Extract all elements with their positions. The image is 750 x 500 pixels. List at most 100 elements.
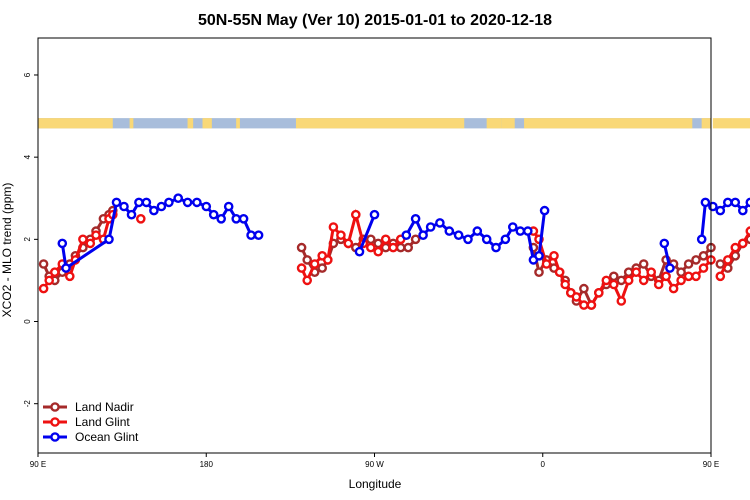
data-point xyxy=(481,234,492,245)
data-point xyxy=(616,296,627,306)
data-point xyxy=(698,263,709,273)
data-point xyxy=(745,226,750,236)
data-point xyxy=(500,234,511,245)
data-point xyxy=(126,209,137,220)
y-tick-label: 2 xyxy=(23,237,32,242)
land-band xyxy=(701,118,711,129)
y-axis: -2 0 2 4 6 xyxy=(23,72,38,407)
data-point xyxy=(491,242,501,253)
data-point xyxy=(638,259,649,269)
data-point xyxy=(328,222,339,232)
legend-item: Ocean Glint xyxy=(43,430,139,444)
data-point xyxy=(354,246,365,257)
data-point xyxy=(425,222,436,232)
x-tick-label: 90 W xyxy=(365,460,384,469)
data-point xyxy=(523,226,533,236)
data-point xyxy=(623,275,634,286)
data-point xyxy=(594,287,604,298)
data-point xyxy=(50,267,60,278)
x-tick-label: 90 E xyxy=(703,460,719,469)
data-point xyxy=(683,271,694,282)
data-point xyxy=(579,300,589,310)
land-band xyxy=(295,118,465,129)
data-point xyxy=(302,255,313,265)
data-point xyxy=(296,242,307,253)
data-point xyxy=(343,238,354,249)
data-point xyxy=(683,259,694,269)
data-point xyxy=(638,275,649,286)
data-point xyxy=(410,234,421,245)
data-point xyxy=(231,213,241,224)
data-point xyxy=(246,230,256,240)
data-point xyxy=(395,242,406,253)
data-point xyxy=(609,271,619,282)
data-point xyxy=(723,197,733,208)
land-band xyxy=(236,118,240,129)
data-point xyxy=(38,259,49,269)
data-point xyxy=(691,255,701,265)
data-point xyxy=(676,275,686,286)
data-point xyxy=(668,283,679,294)
data-point xyxy=(410,213,421,224)
data-point xyxy=(661,271,671,282)
data-point xyxy=(201,201,212,212)
data-point xyxy=(365,242,376,253)
series-line xyxy=(358,214,376,253)
data-point xyxy=(700,197,711,208)
data-point xyxy=(696,234,707,245)
legend-swatch-marker xyxy=(50,432,60,442)
data-point xyxy=(380,234,391,245)
y-tick-label: 4 xyxy=(23,154,32,159)
data-point xyxy=(435,218,445,228)
series-line xyxy=(719,236,750,271)
y-axis-label: XCO2 - MLO trend (ppm) xyxy=(0,183,14,318)
x-axis: 90 E 180 90 W 0 90 E xyxy=(30,453,719,469)
y-tick-label: 0 xyxy=(23,319,32,324)
land-band xyxy=(187,118,194,129)
data-point xyxy=(549,250,559,261)
data-point xyxy=(119,201,129,212)
data-point xyxy=(365,234,376,245)
data-point xyxy=(616,275,627,286)
data-point xyxy=(708,201,718,212)
legend-item: Land Glint xyxy=(43,415,130,429)
data-point xyxy=(515,226,526,236)
data-point xyxy=(730,197,741,208)
data-point xyxy=(44,275,55,286)
land-band xyxy=(38,118,113,129)
data-point xyxy=(453,230,464,240)
data-point xyxy=(539,205,550,216)
data-point xyxy=(715,205,726,216)
data-point xyxy=(646,267,657,278)
data-point xyxy=(238,213,249,224)
x-tick-label: 180 xyxy=(200,460,214,469)
series-land-nadir xyxy=(38,205,750,310)
data-point xyxy=(403,242,414,253)
data-point xyxy=(676,267,686,278)
chart-title: 50N-55N May (Ver 10) 2015-01-01 to 2020-… xyxy=(198,12,552,29)
land-band xyxy=(129,118,134,129)
data-point xyxy=(317,263,328,273)
data-point xyxy=(388,242,399,253)
data-point xyxy=(691,271,701,282)
data-point xyxy=(698,250,709,261)
data-point xyxy=(560,279,571,290)
data-point xyxy=(444,226,455,236)
data-point xyxy=(541,259,552,269)
data-point xyxy=(164,197,174,208)
data-point xyxy=(631,267,642,278)
data-point xyxy=(653,279,664,290)
data-point xyxy=(223,201,234,212)
data-point xyxy=(418,230,428,240)
legend-swatch-marker xyxy=(50,402,60,412)
data-point xyxy=(296,263,307,273)
data-point xyxy=(91,230,101,240)
legend-label: Land Nadir xyxy=(75,400,134,414)
x-tick-label: 90 E xyxy=(30,460,46,469)
data-point xyxy=(336,230,346,240)
data-point xyxy=(208,209,219,220)
data-point xyxy=(156,201,167,212)
data-point xyxy=(302,275,313,286)
